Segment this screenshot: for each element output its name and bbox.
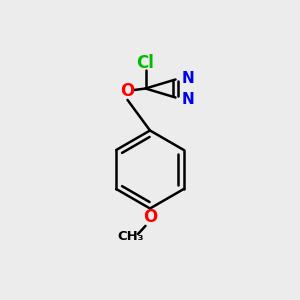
Text: Cl: Cl xyxy=(136,54,154,72)
Text: N: N xyxy=(182,92,195,106)
Text: O: O xyxy=(120,82,135,100)
Text: O: O xyxy=(143,208,157,226)
Text: N: N xyxy=(182,70,195,86)
Text: CH₃: CH₃ xyxy=(117,230,144,244)
